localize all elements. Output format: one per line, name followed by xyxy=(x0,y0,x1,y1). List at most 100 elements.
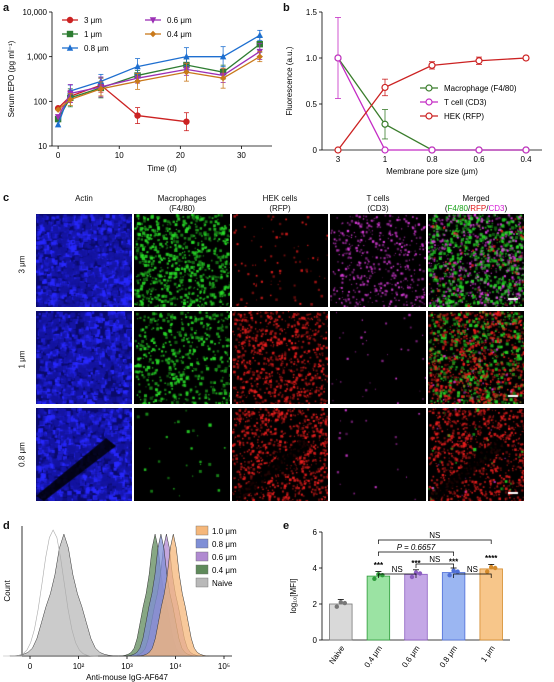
data-point xyxy=(381,120,389,128)
x-tick-label: Naive xyxy=(327,644,346,666)
y-axis-label: Fluorescence (a.u.) xyxy=(285,46,294,115)
legend-marker xyxy=(425,112,433,120)
bracket xyxy=(415,563,454,568)
x-tick-label: 1 μm xyxy=(479,644,497,664)
bracket xyxy=(378,551,454,556)
micrograph-image xyxy=(134,408,230,501)
micrograph-hek-row1 xyxy=(232,214,328,307)
merged-rfp: RFP xyxy=(470,204,487,213)
legend-label: HEK (RFP) xyxy=(444,112,484,121)
panel-letter-c: c xyxy=(3,192,10,204)
series-line xyxy=(337,57,526,151)
micrograph-panel: Actin Macrophages (F4/80) HEK cells (RFP… xyxy=(0,192,554,512)
y-axis-label: Count xyxy=(3,580,12,602)
micrograph-image xyxy=(330,311,426,404)
y-tick-label: 1.0 xyxy=(306,54,318,63)
bar xyxy=(366,575,391,641)
bracket xyxy=(453,573,492,578)
y-axis-label: Serum EPO (pg ml⁻¹) xyxy=(7,40,16,117)
data-point xyxy=(428,146,436,154)
column-header-tcells: T cells (CD3) xyxy=(366,194,390,213)
data-point xyxy=(134,62,141,70)
data-point xyxy=(334,146,342,154)
panel-letter-e: e xyxy=(283,520,290,532)
data-point xyxy=(413,570,419,575)
series-line xyxy=(57,84,187,123)
legend-label: 0.6 μm xyxy=(212,553,237,562)
data-point xyxy=(334,54,342,62)
data-point xyxy=(54,114,62,121)
data-point xyxy=(183,68,190,76)
data-point xyxy=(409,574,415,580)
legend-marker xyxy=(425,84,433,92)
micrograph-image xyxy=(36,311,132,404)
x-tick-label: 0.6 xyxy=(473,155,485,164)
micrograph-image xyxy=(134,311,230,404)
bracket xyxy=(378,539,492,544)
y-tick-label: 4 xyxy=(313,564,318,573)
micrograph-merged-row1 xyxy=(428,214,524,307)
column-header-merged: Merged (F4/80/RFP/CD3) xyxy=(428,194,524,214)
legend-marker xyxy=(149,30,157,38)
row-label-3um: 3 μm xyxy=(17,255,27,274)
x-tick-label: 0 xyxy=(56,151,61,160)
bar xyxy=(329,603,353,641)
legend-label: 0.8 μm xyxy=(212,540,237,549)
data-point xyxy=(417,571,423,576)
micrograph-tcells-row1 xyxy=(330,214,426,307)
data-point xyxy=(219,74,227,82)
column-header-macrophages: Macrophages (F4/80) xyxy=(157,194,207,213)
annotation-p-value: P = 0.6657 xyxy=(397,543,436,552)
data-point xyxy=(381,146,389,154)
micrograph-actin-row2 xyxy=(36,311,132,404)
data-point xyxy=(67,96,74,103)
legend-label: 0.6 μm xyxy=(167,16,192,25)
micrograph-hek-row2 xyxy=(232,311,328,404)
data-point xyxy=(342,600,347,606)
merged-paren-open: ( xyxy=(444,204,448,213)
micrograph-macrophages-row3 xyxy=(134,408,230,501)
legend-label: Macrophage (F4/80) xyxy=(444,84,517,93)
data-point xyxy=(54,106,62,113)
legend-label: 3 μm xyxy=(84,16,102,25)
data-point xyxy=(522,146,530,154)
column-header-actin: Actin xyxy=(75,194,93,203)
y-tick-label: 0 xyxy=(313,146,318,155)
data-point xyxy=(451,568,456,573)
x-axis-label: Anti-mouse IgG-AF647 xyxy=(86,673,168,682)
data-point xyxy=(455,569,460,574)
y-tick-label: 1.5 xyxy=(306,8,318,17)
y-tick-label: 10 xyxy=(38,142,47,151)
panel-letter-d: d xyxy=(3,520,10,532)
x-tick-label: 1 xyxy=(383,155,388,164)
legend-label: 0.4 μm xyxy=(212,566,237,575)
row-label-1um: 1 μm xyxy=(17,350,27,369)
y-tick-label: 1,000 xyxy=(27,53,48,62)
legend-marker xyxy=(66,44,74,51)
legend-swatch xyxy=(195,525,209,536)
bar xyxy=(441,572,466,641)
legend-label: Naive xyxy=(212,579,233,588)
series-line xyxy=(57,56,261,111)
bracket xyxy=(378,573,417,578)
data-point xyxy=(447,573,452,578)
significance-stars: **** xyxy=(485,554,498,563)
chart-flow-histogram: 0 10² 10³ 10⁴ 10⁵ Anti-mouse IgG-AF647 Count 1.… xyxy=(3,525,237,682)
x-tick-label: 10⁵ xyxy=(218,662,230,671)
x-tick-label: 10² xyxy=(73,662,85,671)
y-tick-label: 100 xyxy=(34,97,48,106)
panel-letter-a: a xyxy=(3,2,10,14)
micrograph-tcells-row2 xyxy=(330,311,426,404)
micrograph-macrophages-row1 xyxy=(134,214,230,307)
x-tick-label: 0.4 xyxy=(520,155,532,164)
data-point xyxy=(475,57,483,65)
significance-stars: *** xyxy=(374,561,384,570)
chart-serum-epo: 10 100 1,000 10,000 0 10 20 30 Time (d) Serum EPO… xyxy=(7,8,272,173)
micrograph-actin-row3 xyxy=(36,408,132,501)
legend-label: 1 μm xyxy=(84,30,102,39)
y-tick-label: 10,000 xyxy=(23,8,48,17)
data-point xyxy=(256,53,263,60)
x-tick-label: 0 xyxy=(28,662,33,671)
legend-label: 1.0 μm xyxy=(212,527,237,536)
histogram xyxy=(136,533,210,657)
